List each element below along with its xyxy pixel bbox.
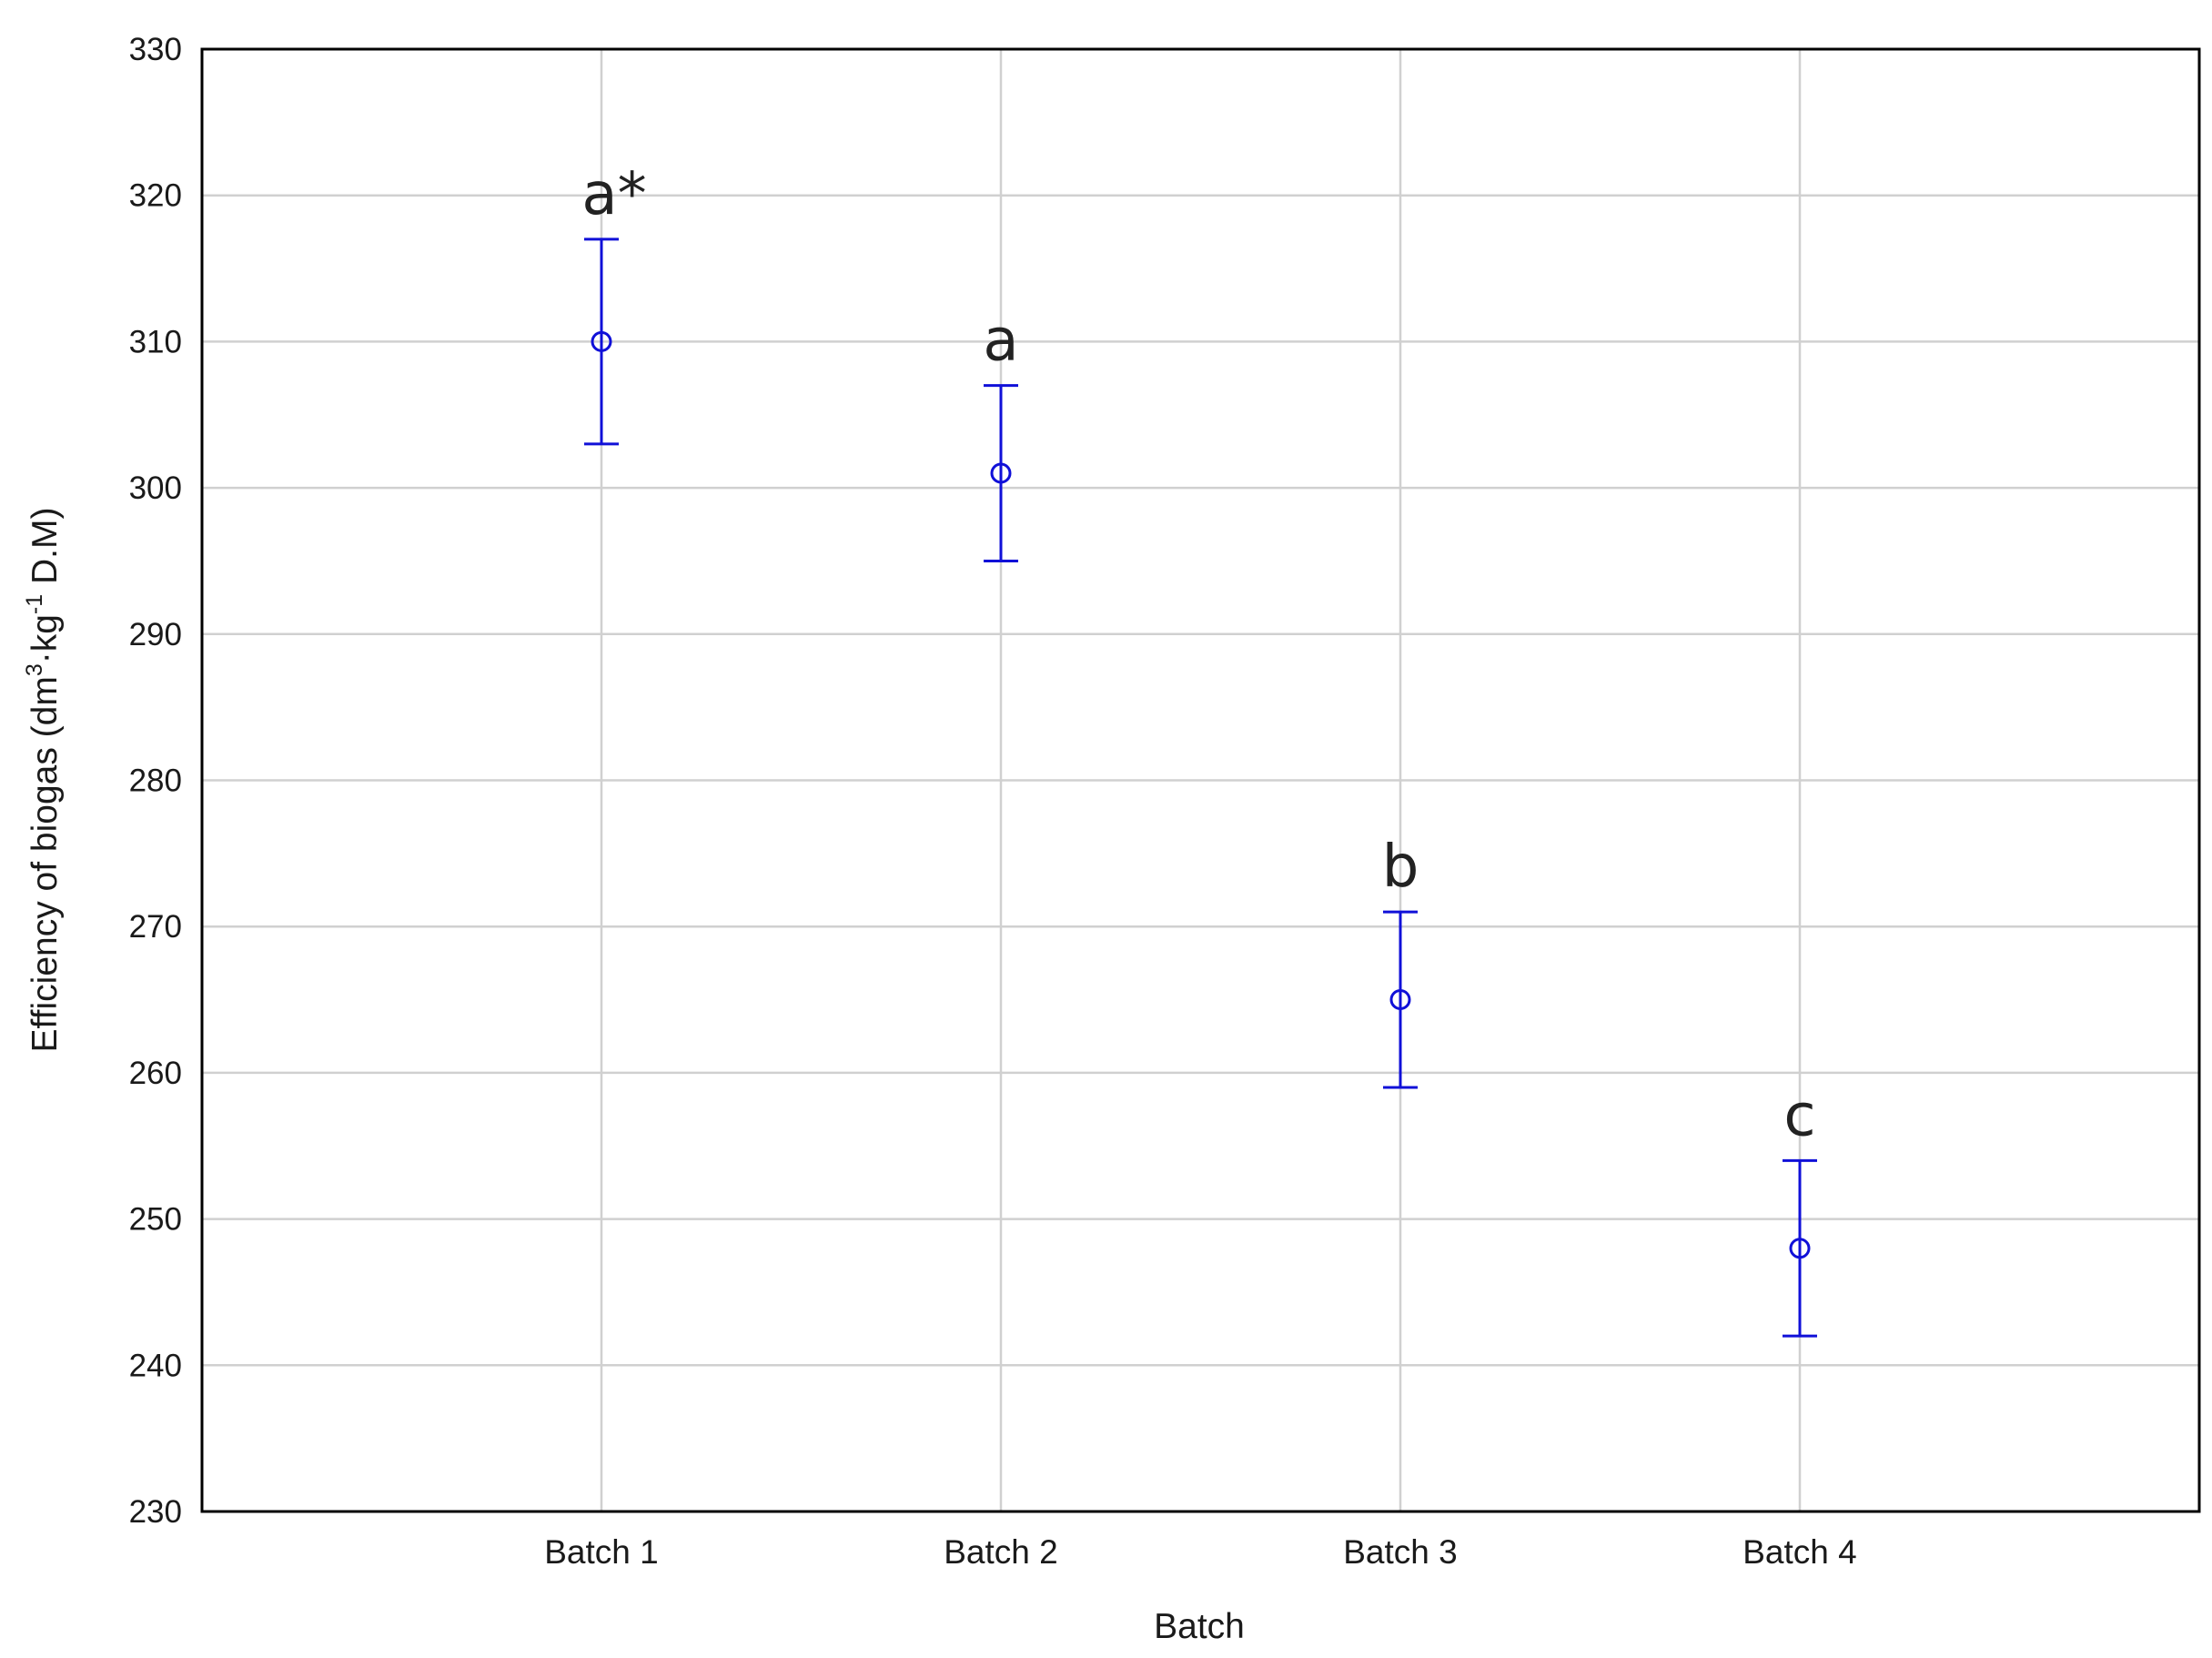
y-axis-title-sup2: -1 [22,594,47,614]
y-tick-label: 310 [129,324,182,359]
x-tick-label: Batch 2 [944,1533,1057,1571]
y-axis-ticks: 230 240 250 260 270 280 290 300 310 320 330 [129,32,182,1530]
y-tick-label: 250 [129,1202,182,1238]
significance-label: a* [581,161,646,228]
plot-frame [200,47,2201,1513]
y-axis-title-part3: D.M) [25,508,65,594]
y-tick-label: 240 [129,1348,182,1383]
x-tick-label: Batch 4 [1742,1533,1856,1571]
y-tick-label: 320 [129,178,182,214]
y-tick-label: 290 [129,617,182,652]
y-tick-label: 230 [129,1494,182,1530]
x-axis-title: Batch [1154,1607,1245,1646]
y-axis-title-part2: ·kg [25,614,65,663]
data-points [591,330,1811,1259]
x-tick-label: Batch 1 [544,1533,658,1571]
significance-label: c [1783,1082,1815,1149]
data-point [1789,1238,1811,1259]
y-axis-title-part1: Efficiency of biogas (dm [25,676,65,1052]
y-tick-label: 330 [129,32,182,67]
y-tick-label: 270 [129,909,182,945]
y-tick-label: 280 [129,763,182,799]
x-tick-label: Batch 3 [1343,1533,1457,1571]
significance-labels: a* a b c [581,161,1815,1149]
data-point [990,462,1012,484]
y-tick-label: 260 [129,1056,182,1091]
data-point [1389,989,1411,1011]
y-axis-title-sup1: 3 [22,663,47,676]
y-axis-title: Efficiency of biogas (dm3·kg-1 D.M) [22,508,65,1053]
significance-label: a [983,308,1018,375]
grid [202,49,2199,1511]
x-axis-ticks: Batch 1 Batch 2 Batch 3 Batch 4 [544,1533,1856,1571]
data-point [591,330,612,352]
significance-label: b [1382,834,1419,901]
error-bars [584,238,1817,1338]
y-tick-label: 300 [129,470,182,506]
